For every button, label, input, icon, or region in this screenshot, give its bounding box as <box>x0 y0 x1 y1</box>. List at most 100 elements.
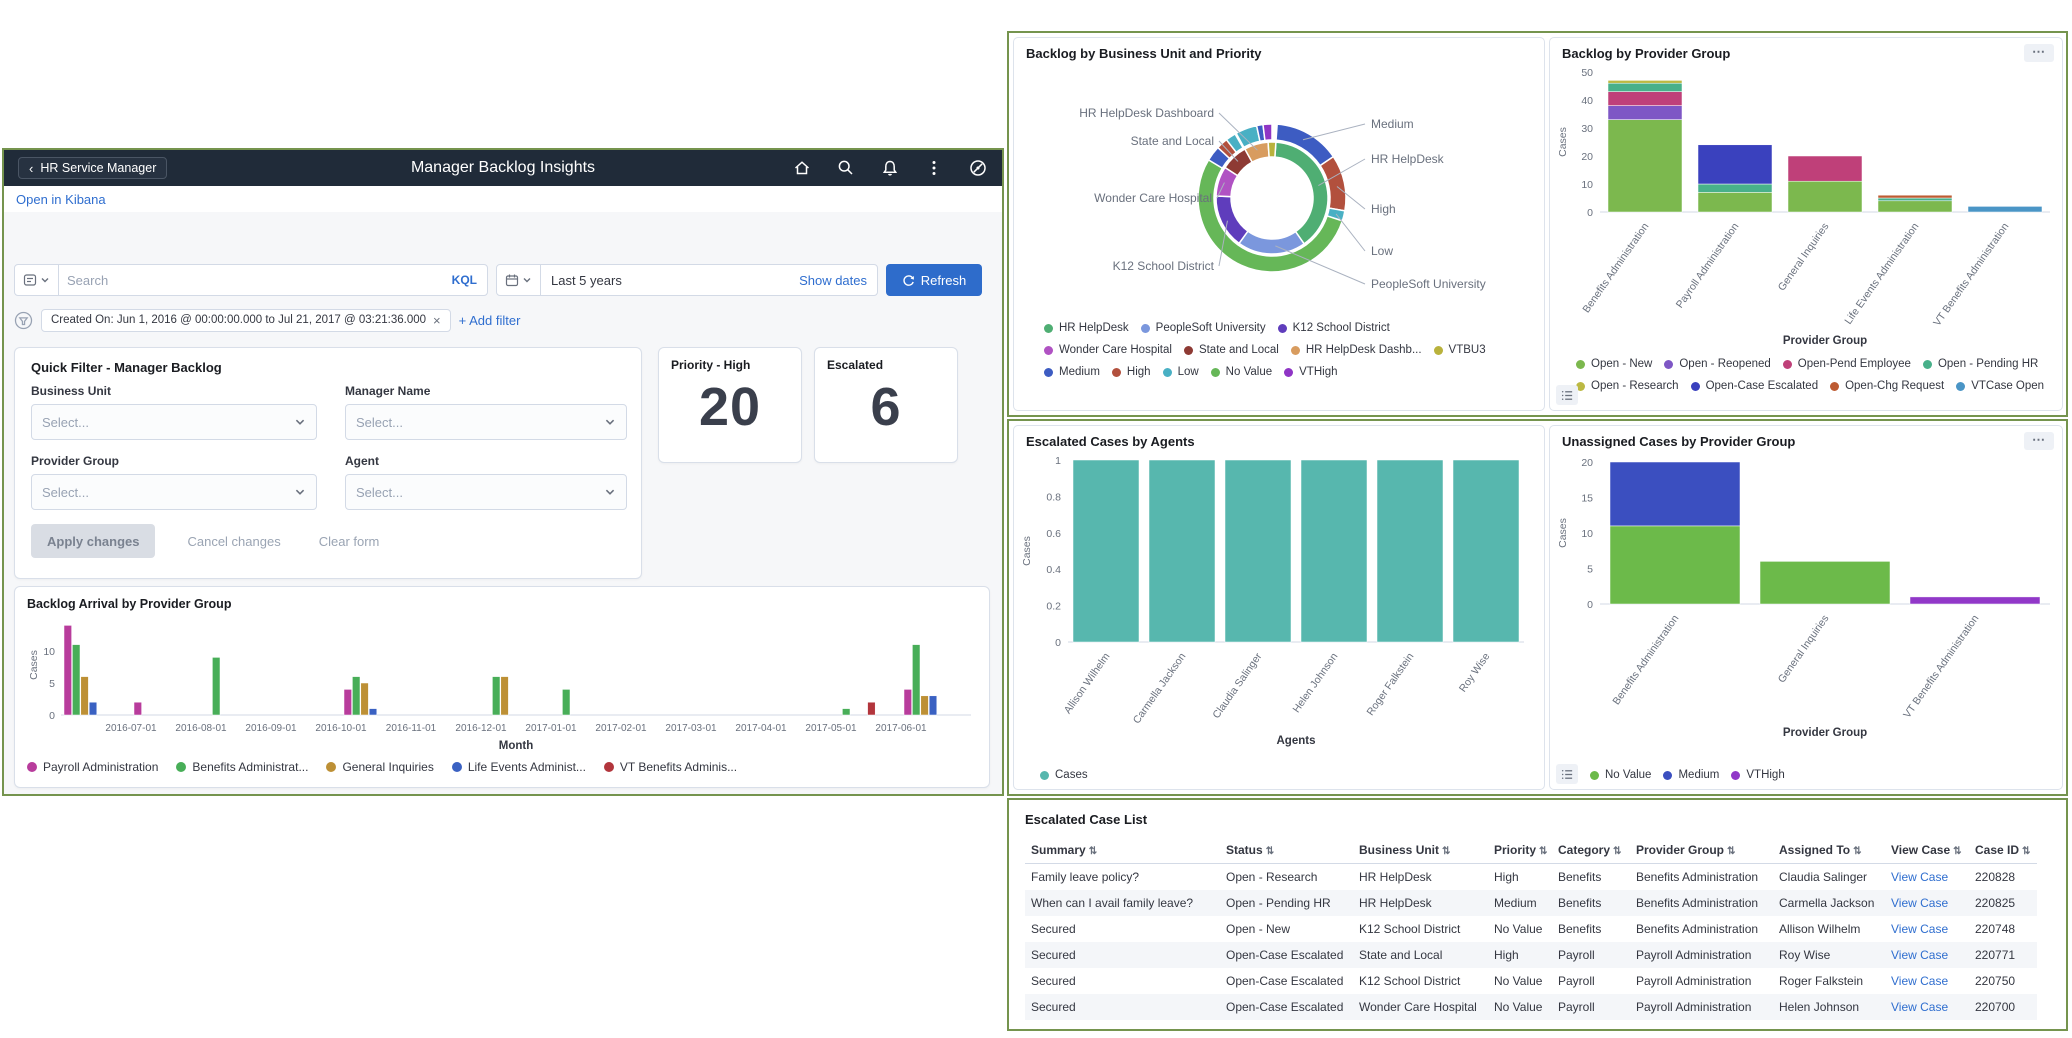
bar-segment[interactable] <box>360 682 369 716</box>
bar-segment[interactable] <box>352 676 361 716</box>
bar-segment[interactable] <box>562 689 571 716</box>
bar-segment[interactable] <box>343 689 352 716</box>
legend-item[interactable]: VT Benefits Adminis... <box>603 760 737 774</box>
bar-segment[interactable] <box>1609 525 1741 605</box>
bar-segment[interactable] <box>1607 105 1683 120</box>
bar-segment[interactable] <box>1300 459 1368 643</box>
clear-form-button[interactable]: Clear form <box>313 533 386 550</box>
refresh-button[interactable]: Refresh <box>886 264 982 296</box>
legend-item[interactable]: Low <box>1162 366 1199 378</box>
column-header-status[interactable]: Status ⇅ <box>1220 837 1353 864</box>
manager-name-select[interactable]: Select... <box>345 404 627 440</box>
legend-item[interactable]: VTCase Open <box>1956 380 2044 392</box>
column-header-case-id[interactable]: Case ID ⇅ <box>1969 837 2037 864</box>
bar-segment[interactable] <box>133 701 142 716</box>
agent-select[interactable]: Select... <box>345 474 627 510</box>
query-language-selector[interactable] <box>15 265 59 295</box>
bar-segment[interactable] <box>842 708 851 716</box>
legend-item[interactable]: Open-Case Escalated <box>1690 380 1818 392</box>
legend-item[interactable]: Open - New <box>1576 358 1652 370</box>
cancel-changes-button[interactable]: Cancel changes <box>181 533 286 550</box>
column-header-view-case[interactable]: View Case ⇅ <box>1885 837 1969 864</box>
bar-segment[interactable] <box>1909 596 2041 605</box>
back-button[interactable]: ‹ HR Service Manager <box>18 157 168 179</box>
legend-item[interactable]: Medium <box>1044 366 1100 378</box>
donut-segment-vthigh[interactable] <box>1262 123 1273 142</box>
time-range-value[interactable]: Last 5 years <box>551 272 622 288</box>
legend-item[interactable]: General Inquiries <box>326 760 434 774</box>
bar-segment[interactable] <box>1967 206 2043 213</box>
bar-segment[interactable] <box>492 676 501 716</box>
view-case-link[interactable]: View Case <box>1891 922 1949 936</box>
legend-item[interactable]: State and Local <box>1183 344 1279 356</box>
bar-segment[interactable] <box>1452 459 1520 643</box>
bar-segment[interactable] <box>912 644 921 716</box>
filter-funnel-icon[interactable] <box>14 311 33 330</box>
legend-item[interactable]: Open - Research <box>1576 380 1679 392</box>
legend-toggle-icon[interactable] <box>1556 385 1578 405</box>
panel-options-icon[interactable]: ⋯ <box>2024 44 2054 62</box>
bar-segment[interactable] <box>1697 144 1773 185</box>
column-header-business-unit[interactable]: Business Unit ⇅ <box>1353 837 1488 864</box>
view-case-link[interactable]: View Case <box>1891 948 1949 962</box>
donut-segment-vtbu3[interactable] <box>1267 141 1277 158</box>
legend-item[interactable]: VTHigh <box>1731 769 1785 781</box>
bar-segment[interactable] <box>88 701 98 716</box>
column-header-provider-group[interactable]: Provider Group ⇅ <box>1630 837 1773 864</box>
calendar-selector[interactable] <box>497 265 541 295</box>
compass-nav-icon[interactable] <box>968 158 988 178</box>
legend-item[interactable]: HR HelpDesk Dashb... <box>1290 344 1422 356</box>
legend-item[interactable]: Medium <box>1663 769 1719 781</box>
view-case-link[interactable]: View Case <box>1891 974 1949 988</box>
business-unit-select[interactable]: Select... <box>31 404 317 440</box>
column-header-category[interactable]: Category ⇅ <box>1552 837 1630 864</box>
bar-segment[interactable] <box>1877 197 1953 202</box>
bar-segment[interactable] <box>1609 461 1741 527</box>
legend-item[interactable]: No Value <box>1210 366 1272 378</box>
legend-item[interactable]: Open - Pending HR <box>1922 358 2038 370</box>
legend-item[interactable]: Payroll Administration <box>27 760 158 774</box>
kql-button[interactable]: KQL <box>451 273 477 287</box>
date-filter-pill[interactable]: Created On: Jun 1, 2016 @ 00:00:00.000 t… <box>41 308 451 332</box>
bar-segment[interactable] <box>500 676 509 716</box>
column-header-assigned-to[interactable]: Assigned To ⇅ <box>1773 837 1885 864</box>
bar-segment[interactable] <box>1607 82 1683 92</box>
notifications-bell-icon[interactable] <box>880 158 900 178</box>
bar-segment[interactable] <box>1607 80 1683 84</box>
apply-changes-button[interactable]: Apply changes <box>31 524 156 558</box>
legend-item[interactable]: Cases <box>1040 769 1088 781</box>
open-in-kibana-link[interactable]: Open in Kibana <box>16 191 106 207</box>
column-header-priority[interactable]: Priority ⇅ <box>1488 837 1552 864</box>
legend-item[interactable]: HR HelpDesk <box>1044 322 1129 334</box>
legend-item[interactable]: PeopleSoft University <box>1140 322 1266 334</box>
legend-item[interactable]: No Value <box>1590 769 1651 781</box>
legend-item[interactable]: VTBU3 <box>1433 344 1486 356</box>
bar-segment[interactable] <box>368 708 378 716</box>
bar-segment[interactable] <box>80 676 89 716</box>
legend-item[interactable]: K12 School District <box>1277 322 1390 334</box>
bar-segment[interactable] <box>1787 180 1863 213</box>
add-filter-link[interactable]: + Add filter <box>458 312 521 328</box>
remove-filter-icon[interactable]: × <box>433 312 441 328</box>
provider-group-select[interactable]: Select... <box>31 474 317 510</box>
column-header-summary[interactable]: Summary ⇅ <box>1025 837 1220 864</box>
bar-segment[interactable] <box>1072 459 1140 643</box>
search-icon[interactable] <box>836 158 856 178</box>
legend-item[interactable]: Benefits Administrat... <box>176 760 308 774</box>
search-input[interactable] <box>59 272 442 288</box>
home-icon[interactable] <box>792 158 812 178</box>
bar-segment[interactable] <box>212 657 221 716</box>
bar-segment[interactable] <box>867 701 876 716</box>
legend-item[interactable]: Life Events Administ... <box>451 760 586 774</box>
bar-segment[interactable] <box>72 644 81 716</box>
bar-segment[interactable] <box>1607 119 1683 213</box>
legend-item[interactable]: VTHigh <box>1284 366 1338 378</box>
bar-segment[interactable] <box>1224 459 1292 643</box>
legend-item[interactable]: Open-Chg Request <box>1830 380 1944 392</box>
legend-item[interactable]: Open - Reopened <box>1664 358 1771 370</box>
legend-item[interactable]: Wonder Care Hospital <box>1044 344 1172 356</box>
bar-segment[interactable] <box>1148 459 1216 643</box>
view-case-link[interactable]: View Case <box>1891 896 1949 910</box>
bar-segment[interactable] <box>1877 194 1953 199</box>
bar-segment[interactable] <box>1697 183 1773 193</box>
